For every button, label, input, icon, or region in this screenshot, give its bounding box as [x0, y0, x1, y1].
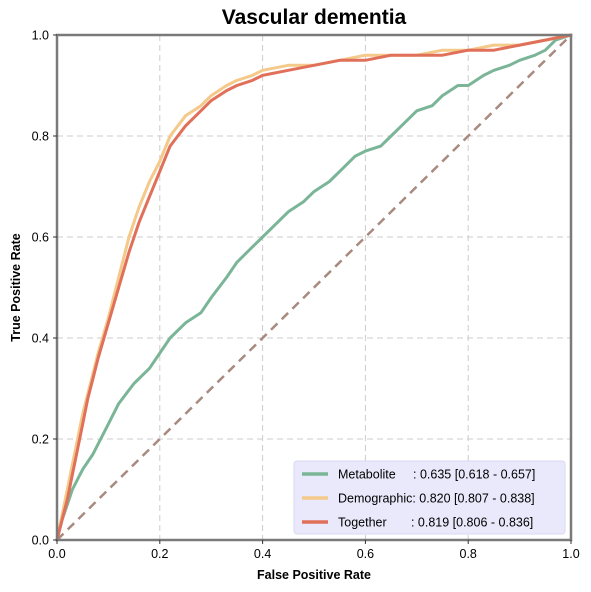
y-tick-label: 1.0 — [32, 29, 49, 43]
legend-box — [293, 460, 566, 535]
x-tick-label: 0.4 — [254, 547, 271, 561]
tick-layer: 0.0 0.2 0.4 0.6 0.8 1.0 0.0 0.2 0.4 0.6 0.8 1.0 — [32, 29, 580, 562]
y-tick-label: 0.0 — [32, 534, 49, 548]
legend-label-metabolite: Metabolite : 0.635 [0.618 - 0.657] — [338, 468, 535, 482]
chart-title: Vascular dementia — [222, 6, 407, 29]
x-tick-label: 0.0 — [48, 547, 65, 561]
y-axis-label: True Positive Rate — [9, 233, 23, 341]
series-layer — [55, 33, 573, 542]
legend-label-together: Together : 0.819 [0.806 - 0.836] — [338, 516, 533, 530]
y-tick-label: 0.2 — [32, 433, 49, 447]
plot-frame — [55, 33, 573, 542]
x-tick-label: 1.0 — [562, 547, 579, 561]
chance-diagonal-line — [56, 34, 572, 541]
x-tick-label: 0.2 — [151, 547, 168, 561]
diagonal-layer — [56, 34, 572, 541]
y-tick-label: 0.8 — [32, 130, 49, 144]
roc-line-metabolite — [55, 33, 573, 542]
x-axis-label: False Positive Rate — [257, 568, 371, 582]
y-tick-label: 0.6 — [32, 231, 49, 245]
roc-line-together — [55, 33, 573, 542]
x-tick-label: 0.6 — [357, 547, 374, 561]
y-tick-label: 0.4 — [32, 332, 49, 346]
x-tick-label: 0.8 — [460, 547, 477, 561]
grid-layer — [57, 35, 571, 540]
legend-label-demographic: Demographic: 0.820 [0.807 - 0.838] — [338, 492, 535, 506]
legend: Metabolite : 0.635 [0.618 - 0.657] Demogr… — [293, 460, 566, 535]
